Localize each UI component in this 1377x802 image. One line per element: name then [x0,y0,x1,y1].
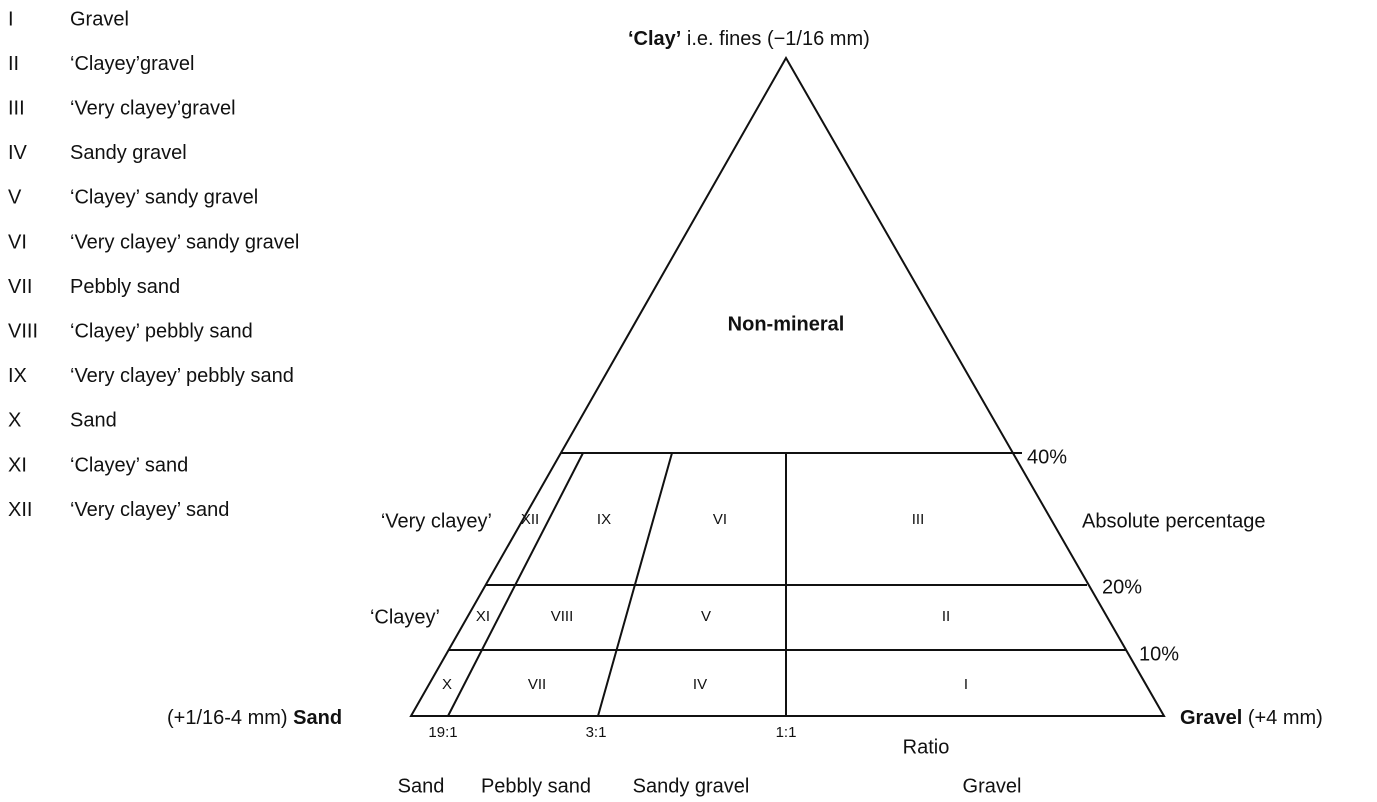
side-label: ‘Very clayey’ [381,510,492,532]
apex-right: Gravel (+4 mm) [1180,707,1323,729]
legend-label: ‘Very clayey’ pebbly sand [70,365,294,387]
ratio-label: 19:1 [428,724,457,741]
legend-numeral: XII [8,499,32,521]
legend-numeral: II [8,53,19,75]
legend-numeral: X [8,410,21,432]
legend-label: Pebbly sand [70,276,180,298]
apex-left: (+1/16-4 mm) Sand [167,707,342,729]
legend-numeral: V [8,187,22,209]
class-label: Sandy gravel [633,775,750,797]
legend-numeral: III [8,97,25,119]
region: XI [476,608,490,625]
side-label: ‘Clayey’ [370,606,440,628]
class-label: Pebbly sand [481,775,591,797]
ratio-3-1 [597,452,673,717]
region: VIII [551,608,574,625]
legend-numeral: XI [8,454,27,476]
region: V [701,608,711,625]
ratio-axis: Ratio [903,736,950,758]
region: I [964,676,968,693]
percent-axis: Absolute percentage [1082,510,1265,532]
region: IX [597,511,611,528]
triangle [409,55,1166,717]
class-label: Gravel [963,775,1022,797]
legend-label: ‘Clayey’ pebbly sand [70,320,253,342]
legend-label: ‘Very clayey’ sandy gravel [70,231,299,253]
legend-numeral: IX [8,365,27,387]
ratio-19-1 [447,452,584,717]
legend-label: ‘Clayey’ sandy gravel [70,187,258,209]
region: VII [528,676,546,693]
region: II [942,608,950,625]
apex-top: ‘Clay’ i.e. fines (−1/16 mm) [628,28,870,50]
legend-label: Sandy gravel [70,142,187,164]
legend-numeral: VIII [8,320,38,342]
class-label: Sand [398,775,445,797]
region: VI [713,511,727,528]
percent-label: 10% [1139,643,1179,665]
legend-label: Sand [70,410,117,432]
region: III [912,511,925,528]
legend: I Gravel II ‘Clayey’gravel III ‘Very clayey’g… [8,8,299,521]
ratio-label: 3:1 [586,724,607,741]
region: IV [693,676,707,693]
legend-label: Gravel [70,8,129,30]
legend-label: ‘Clayey’ sand [70,454,188,476]
legend-numeral: I [8,8,14,30]
percent-label: 20% [1102,576,1142,598]
region: XII [521,511,539,528]
ratio-label: 1:1 [776,724,797,741]
legend-label: ‘Very clayey’ sand [70,499,229,521]
percent-label: 40% [1027,446,1067,468]
region: Non-mineral [728,313,845,335]
legend-label: ‘Very clayey’gravel [70,97,236,119]
legend-numeral: VII [8,276,32,298]
legend-numeral: IV [8,142,28,164]
legend-numeral: VI [8,231,27,253]
region: X [442,676,452,693]
legend-label: ‘Clayey’gravel [70,53,195,75]
